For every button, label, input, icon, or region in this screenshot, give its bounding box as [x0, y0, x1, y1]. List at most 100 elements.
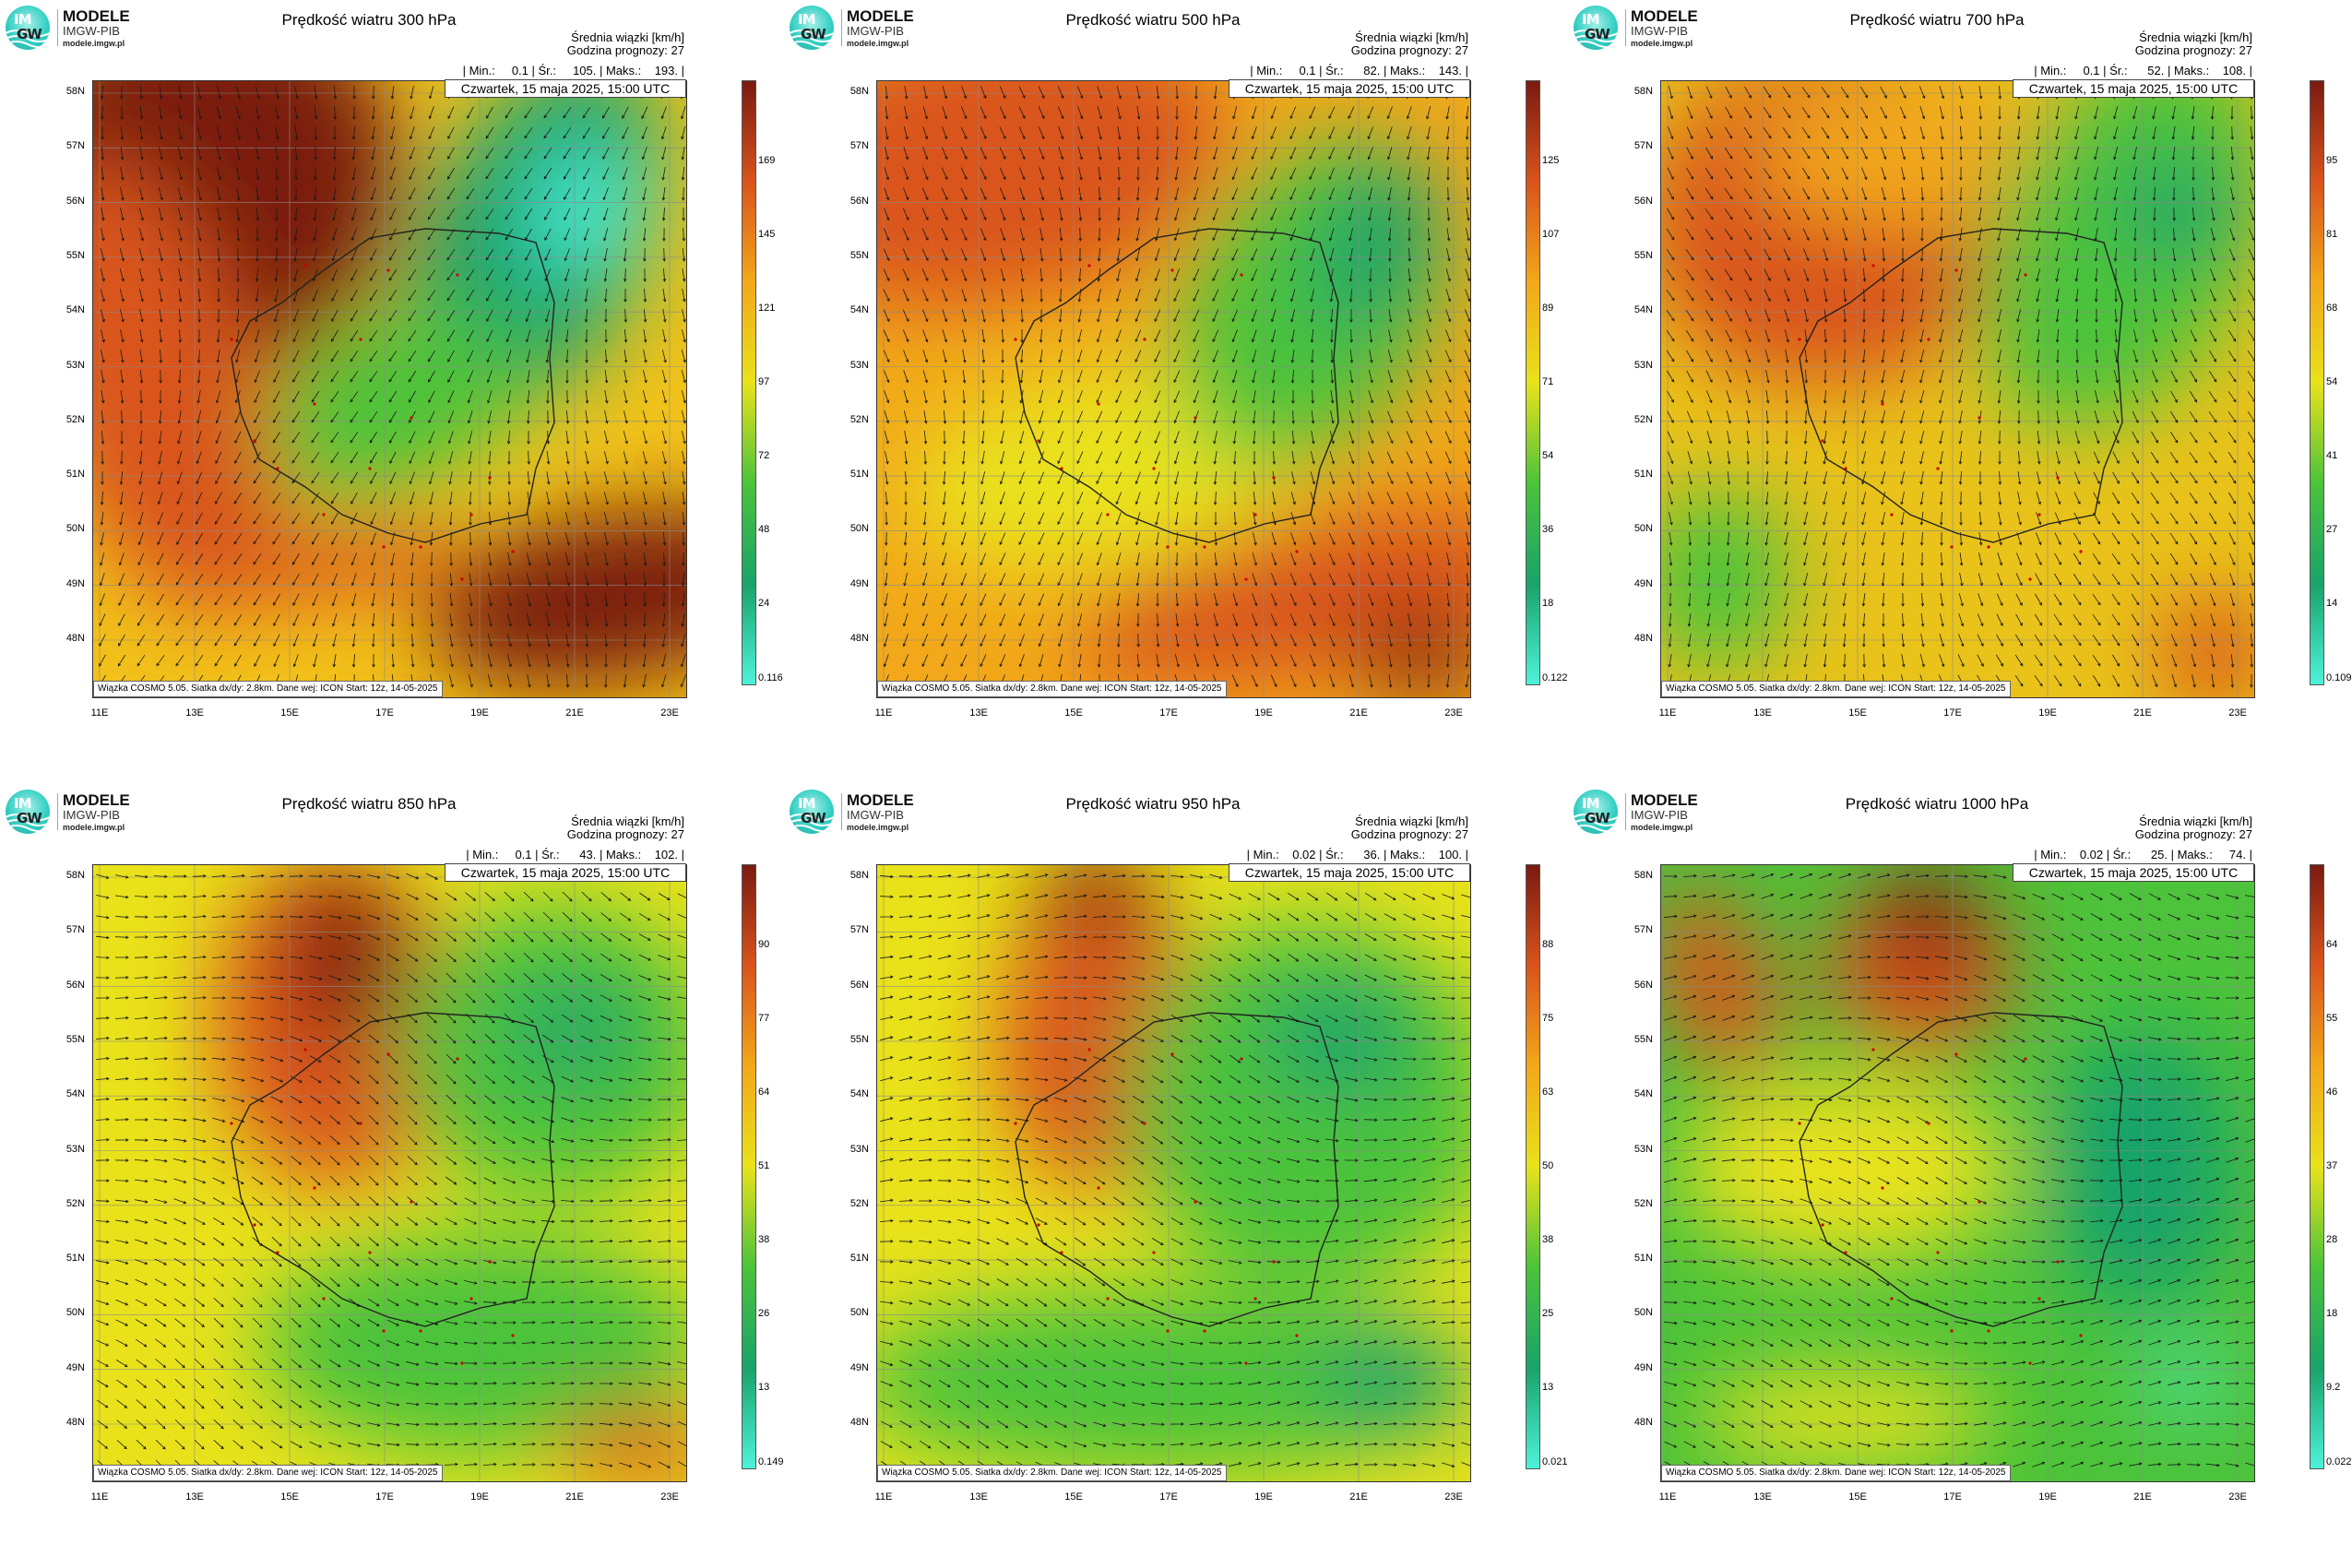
- city-marker: [1203, 1329, 1206, 1333]
- scale-tick-label: 72: [758, 450, 770, 461]
- panel-300hpa: IM GW MODELE IMGW-PIB modele.imgw.pl Prę…: [0, 0, 784, 784]
- city-marker: [1106, 1297, 1110, 1301]
- scale-tick-label: 81: [2326, 229, 2338, 240]
- city-marker: [1844, 467, 1847, 470]
- lat-label: 54N: [1633, 304, 1653, 316]
- city-marker: [1978, 1200, 1981, 1204]
- logo-url: modele.imgw.pl: [1631, 39, 1693, 48]
- city-marker: [368, 467, 372, 470]
- color-scale-bar: [742, 864, 756, 1469]
- forecast-hour: Godzina prognozy: 27: [2134, 827, 2252, 841]
- city-marker: [1936, 1251, 1940, 1254]
- lat-label: 53N: [1633, 1143, 1653, 1155]
- color-scale-bar: [1526, 864, 1540, 1469]
- lon-label: 11E: [90, 707, 109, 719]
- city-marker: [511, 550, 515, 553]
- scale-tick-label: 125: [1542, 155, 1560, 166]
- city-marker: [469, 1297, 473, 1301]
- lat-label: 48N: [849, 633, 869, 644]
- lon-label: 23E: [660, 1491, 679, 1503]
- logo-title: MODELE: [1631, 7, 1698, 25]
- panel-700hpa: IM GW MODELE IMGW-PIB modele.imgw.pl Prę…: [1568, 0, 2352, 784]
- lat-label: 53N: [1633, 359, 1653, 371]
- forecast-info: Średnia wiązki [km/h] Godzina prognozy: …: [2135, 815, 2252, 841]
- wind-speed-region: [1265, 985, 1412, 1096]
- scale-tick-label: 77: [758, 1013, 770, 1024]
- panel-950hpa: IM GW MODELE IMGW-PIB modele.imgw.pl Prę…: [784, 784, 1568, 1568]
- city-marker: [1253, 513, 1257, 517]
- lat-label: 56N: [65, 195, 85, 207]
- logo-subtitle: IMGW-PIB: [1631, 24, 1688, 38]
- scale-tick-label: 25: [1542, 1308, 1554, 1319]
- lat-label: 58N: [65, 86, 85, 97]
- lat-label: 49N: [65, 577, 85, 589]
- lat-label: 48N: [1633, 633, 1653, 644]
- scale-min-label: 0.116: [758, 672, 783, 683]
- city-marker: [2024, 1057, 2027, 1061]
- city-marker: [488, 1260, 492, 1264]
- city-marker: [1295, 550, 1299, 553]
- wind-speed-region: [554, 1409, 686, 1481]
- color-scale-bar: [742, 80, 756, 685]
- lon-label: 23E: [2228, 1491, 2247, 1503]
- color-scale-bar: [1526, 80, 1540, 685]
- lon-label: 21E: [2133, 707, 2152, 719]
- scale-tick-label: 75: [1542, 1013, 1554, 1024]
- scale-tick-label: 55: [2326, 1013, 2338, 1024]
- wind-speed-region: [427, 509, 686, 686]
- lat-label: 50N: [65, 523, 85, 535]
- panel-title: Prędkość wiatru 950 hPa: [1065, 795, 1241, 813]
- logo-subtitle: IMGW-PIB: [847, 24, 904, 38]
- lat-label: 57N: [1633, 924, 1653, 936]
- city-marker: [1954, 268, 1958, 272]
- forecast-date: Czwartek, 15 maja 2025, 15:00 UTC: [1229, 863, 1470, 882]
- lat-label: 48N: [1633, 1417, 1653, 1428]
- lat-label: 54N: [65, 304, 85, 316]
- city-marker: [1798, 338, 1801, 341]
- country-border: [1015, 1012, 1339, 1327]
- city-marker: [1954, 1052, 1958, 1056]
- lon-label: 15E: [1064, 707, 1083, 719]
- scale-tick-label: 54: [2326, 376, 2338, 387]
- lon-label: 11E: [1658, 707, 1677, 719]
- wind-speed-region: [205, 519, 461, 602]
- forecast-date: Czwartek, 15 maja 2025, 15:00 UTC: [1229, 79, 1470, 98]
- stats-line: | Min.: 0.1 | Śr.: 82. | Maks.: 143. |: [1250, 64, 1468, 77]
- scale-tick-label: 38: [758, 1234, 770, 1245]
- scale-tick-label: 27: [2326, 524, 2338, 535]
- units-label: Średnia wiązki [km/h]: [571, 30, 684, 44]
- scale-tick-label: 24: [758, 598, 770, 609]
- lat-label: 57N: [849, 140, 869, 152]
- lat-label: 50N: [65, 1307, 85, 1319]
- city-marker: [1244, 1361, 1248, 1365]
- city-marker: [1890, 1297, 1894, 1301]
- city-marker: [1166, 1329, 1170, 1333]
- lon-label: 21E: [565, 1491, 584, 1503]
- stats-line: | Min.: 0.02 | Śr.: 25. | Maks.: 74. |: [2034, 848, 2252, 861]
- city-marker: [230, 338, 233, 341]
- lat-label: 49N: [849, 1361, 869, 1373]
- logo-title: MODELE: [1631, 791, 1698, 809]
- city-marker: [386, 268, 390, 272]
- scale-tick-label: 54: [1542, 450, 1554, 461]
- panel-title: Prędkość wiatru 500 hPa: [1065, 11, 1241, 29]
- forecast-date: Czwartek, 15 maja 2025, 15:00 UTC: [2013, 79, 2254, 98]
- lat-label: 51N: [65, 1253, 85, 1265]
- lon-label: 23E: [1444, 707, 1463, 719]
- city-marker: [1240, 1057, 1243, 1061]
- city-marker: [1037, 1223, 1040, 1227]
- lat-label: 57N: [1633, 140, 1653, 152]
- lat-label: 57N: [65, 924, 85, 936]
- logo-url: modele.imgw.pl: [63, 823, 125, 832]
- city-marker: [1152, 467, 1156, 470]
- lon-label: 15E: [1848, 707, 1867, 719]
- wind-speed-region: [259, 1234, 686, 1455]
- wind-speed-region: [2159, 598, 2254, 697]
- logo-title: MODELE: [63, 791, 130, 809]
- panel-1000hpa: IM GW MODELE IMGW-PIB modele.imgw.pl Prę…: [1568, 784, 2352, 1568]
- city-marker: [1194, 416, 1197, 420]
- city-marker: [1203, 545, 1206, 549]
- lat-label: 54N: [849, 304, 869, 316]
- stats-line: | Min.: 0.02 | Śr.: 36. | Maks.: 100. |: [1246, 848, 1468, 861]
- panel-title: Prędkość wiatru 850 hPa: [281, 795, 457, 813]
